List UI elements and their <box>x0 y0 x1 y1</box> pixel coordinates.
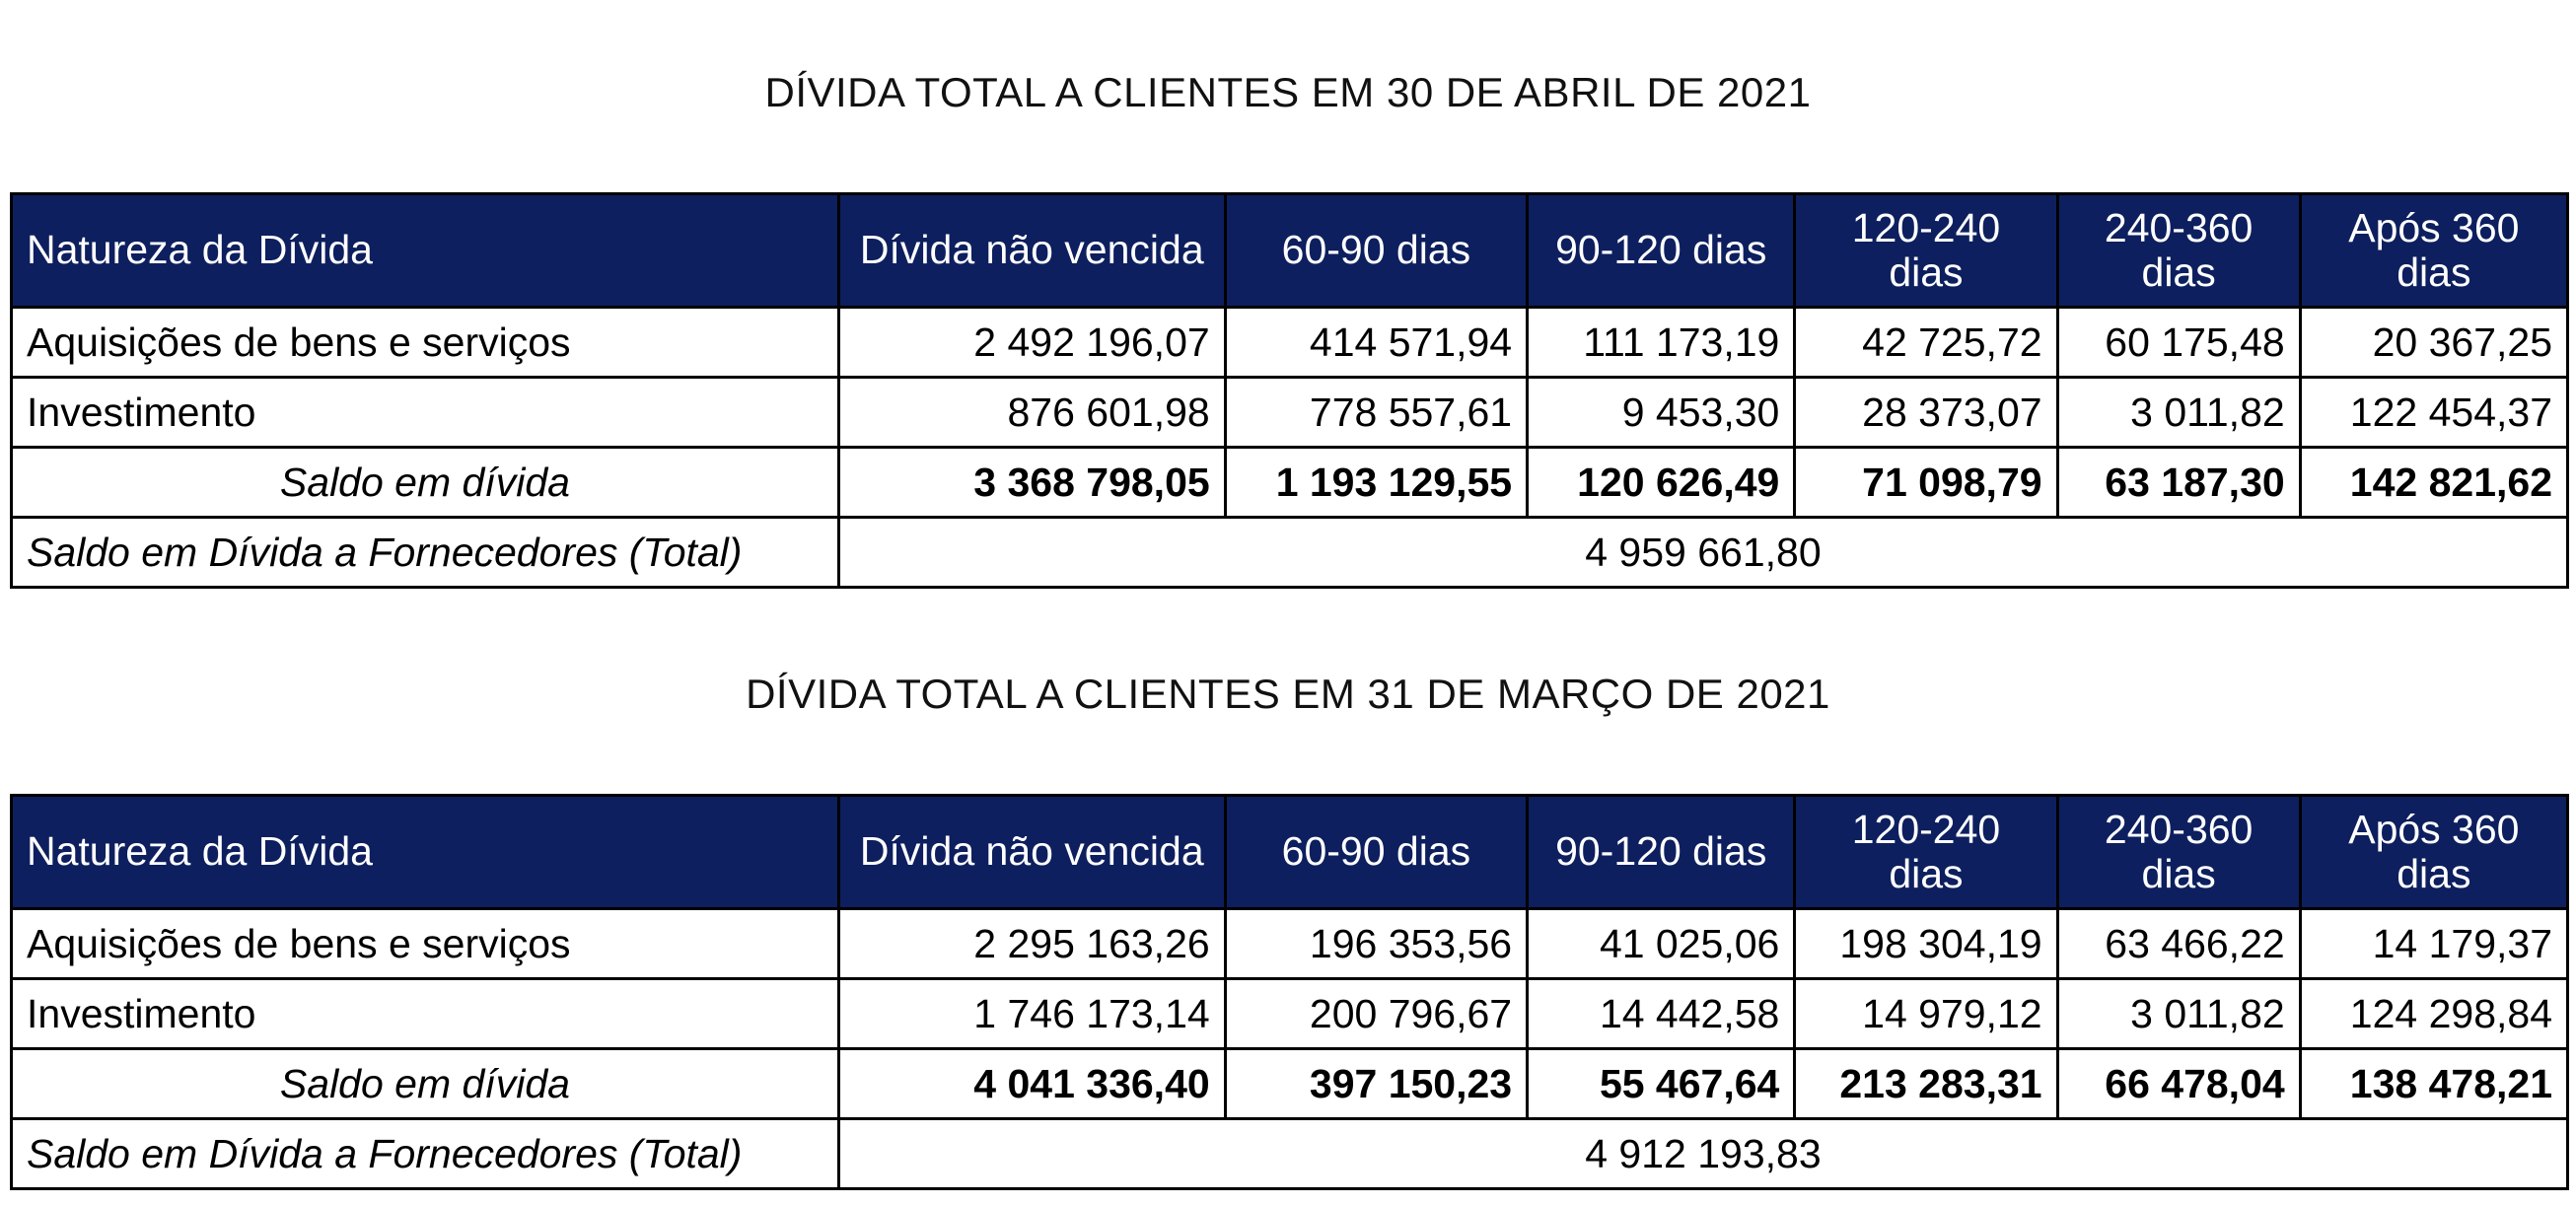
column-header-nao-vencida: Dívida não vencida <box>836 192 1227 309</box>
saldo-value: 138 478,21 <box>2298 1047 2570 1120</box>
section-title-april: DÍVIDA TOTAL A CLIENTES EM 30 DE ABRIL D… <box>764 69 1812 115</box>
row-label: Aquisições de bens e serviços <box>10 907 840 980</box>
cell-value: 876 601,98 <box>836 376 1227 449</box>
cell-value: 3 011,82 <box>2055 977 2302 1050</box>
cell-value: 122 454,37 <box>2298 376 2570 449</box>
saldo-label: Saldo em dívida <box>10 446 840 519</box>
cell-value: 124 298,84 <box>2298 977 2570 1050</box>
saldo-value: 55 467,64 <box>1526 1047 1797 1120</box>
cell-value: 20 367,25 <box>2298 306 2570 379</box>
total-row: Saldo em Dívida a Fornecedores (Total) 4… <box>10 516 2570 589</box>
cell-value: 14 179,37 <box>2298 907 2570 980</box>
cell-value: 1 746 173,14 <box>836 977 1227 1050</box>
saldo-label: Saldo em dívida <box>10 1047 840 1120</box>
saldo-value: 63 187,30 <box>2055 446 2302 519</box>
column-header-120-240: 120-240 dias <box>1793 794 2059 910</box>
column-header-apos-360: Após 360 dias <box>2298 192 2570 309</box>
cell-value: 414 571,94 <box>1223 306 1530 379</box>
cell-value: 196 353,56 <box>1223 907 1530 980</box>
debt-table-april: Natureza da Dívida Dívida não vencida 60… <box>10 192 2570 589</box>
cell-value: 3 011,82 <box>2055 376 2302 449</box>
saldo-value: 4 041 336,40 <box>836 1047 1227 1120</box>
total-value: 4 912 193,83 <box>836 1117 2570 1190</box>
row-label: Investimento <box>10 376 840 449</box>
total-row: Saldo em Dívida a Fornecedores (Total) 4… <box>10 1117 2570 1190</box>
saldo-value: 397 150,23 <box>1223 1047 1530 1120</box>
cell-value: 2 492 196,07 <box>836 306 1227 379</box>
cell-value: 14 979,12 <box>1793 977 2059 1050</box>
table-row: Aquisições de bens e serviços 2 295 163,… <box>10 907 2570 980</box>
saldo-value: 66 478,04 <box>2055 1047 2302 1120</box>
column-header-240-360: 240-360 dias <box>2055 192 2302 309</box>
saldo-value: 142 821,62 <box>2298 446 2570 519</box>
table-row: Aquisições de bens e serviços 2 492 196,… <box>10 306 2570 379</box>
saldo-row: Saldo em dívida 3 368 798,05 1 193 129,5… <box>10 446 2570 519</box>
row-label: Investimento <box>10 977 840 1050</box>
column-header-natureza: Natureza da Dívida <box>10 192 840 309</box>
table-header-row: Natureza da Dívida Dívida não vencida 60… <box>10 192 2570 309</box>
column-header-natureza: Natureza da Dívida <box>10 794 840 910</box>
column-header-60-90: 60-90 dias <box>1223 794 1530 910</box>
cell-value: 14 442,58 <box>1526 977 1797 1050</box>
column-header-90-120: 90-120 dias <box>1526 192 1797 309</box>
cell-value: 778 557,61 <box>1223 376 1530 449</box>
cell-value: 200 796,67 <box>1223 977 1530 1050</box>
column-header-nao-vencida: Dívida não vencida <box>836 794 1227 910</box>
row-label: Aquisições de bens e serviços <box>10 306 840 379</box>
column-header-60-90: 60-90 dias <box>1223 192 1530 309</box>
column-header-240-360: 240-360 dias <box>2055 794 2302 910</box>
saldo-value: 1 193 129,55 <box>1223 446 1530 519</box>
column-header-90-120: 90-120 dias <box>1526 794 1797 910</box>
cell-value: 2 295 163,26 <box>836 907 1227 980</box>
saldo-row: Saldo em dívida 4 041 336,40 397 150,23 … <box>10 1047 2570 1120</box>
table-row: Investimento 1 746 173,14 200 796,67 14 … <box>10 977 2570 1050</box>
saldo-value: 3 368 798,05 <box>836 446 1227 519</box>
section-title-march: DÍVIDA TOTAL A CLIENTES EM 31 DE MARÇO D… <box>746 671 1830 717</box>
cell-value: 9 453,30 <box>1526 376 1797 449</box>
cell-value: 63 466,22 <box>2055 907 2302 980</box>
cell-value: 111 173,19 <box>1526 306 1797 379</box>
cell-value: 60 175,48 <box>2055 306 2302 379</box>
total-label: Saldo em Dívida a Fornecedores (Total) <box>10 1117 840 1190</box>
table-header-row: Natureza da Dívida Dívida não vencida 60… <box>10 794 2570 910</box>
cell-value: 42 725,72 <box>1793 306 2059 379</box>
total-label: Saldo em Dívida a Fornecedores (Total) <box>10 516 840 589</box>
total-value: 4 959 661,80 <box>836 516 2570 589</box>
saldo-value: 120 626,49 <box>1526 446 1797 519</box>
saldo-value: 213 283,31 <box>1793 1047 2059 1120</box>
column-header-apos-360: Após 360 dias <box>2298 794 2570 910</box>
cell-value: 28 373,07 <box>1793 376 2059 449</box>
table-row: Investimento 876 601,98 778 557,61 9 453… <box>10 376 2570 449</box>
debt-table-march: Natureza da Dívida Dívida não vencida 60… <box>10 794 2570 1190</box>
saldo-value: 71 098,79 <box>1793 446 2059 519</box>
column-header-120-240: 120-240 dias <box>1793 192 2059 309</box>
cell-value: 41 025,06 <box>1526 907 1797 980</box>
cell-value: 198 304,19 <box>1793 907 2059 980</box>
